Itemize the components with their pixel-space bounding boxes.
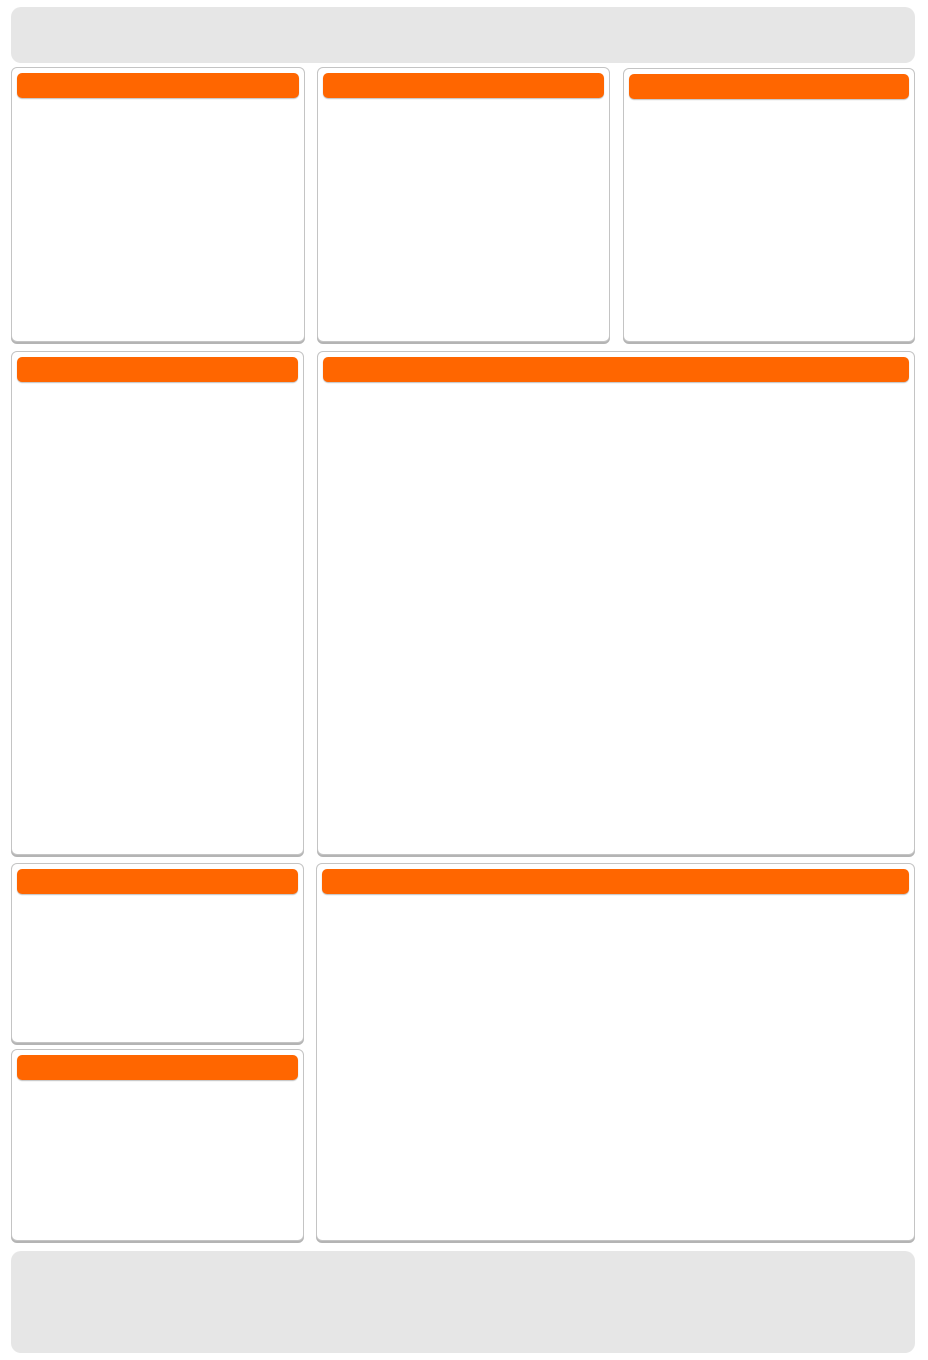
panel-bottom-left-upper-content [18, 900, 297, 1036]
header-bar [11, 7, 915, 63]
panel-bottom-left-lower [11, 1049, 304, 1241]
panel-middle-left-content [18, 388, 297, 848]
panel-middle-main-header [323, 357, 909, 382]
footer-bar [11, 1251, 915, 1353]
panel-top-center [317, 67, 610, 342]
panel-top-left-header [17, 73, 299, 98]
panel-bottom-left-lower-content [18, 1086, 297, 1234]
panel-bottom-left-upper-header [17, 869, 298, 894]
panel-top-right-content [630, 105, 908, 335]
panel-bottom-main-header [322, 869, 909, 894]
panel-top-right-header [629, 74, 909, 99]
panel-top-center-content [324, 104, 603, 335]
panel-middle-left [11, 351, 304, 855]
panel-top-left-content [18, 104, 298, 335]
panel-bottom-left-lower-header [17, 1055, 298, 1080]
panel-middle-main-content [324, 388, 908, 848]
panel-bottom-main-content [323, 900, 908, 1234]
panel-top-center-header [323, 73, 604, 98]
panel-bottom-main [316, 863, 915, 1241]
panel-top-left [11, 67, 305, 342]
panel-bottom-left-upper [11, 863, 304, 1043]
panel-middle-main [317, 351, 915, 855]
panel-top-right [623, 68, 915, 342]
panel-middle-left-header [17, 357, 298, 382]
